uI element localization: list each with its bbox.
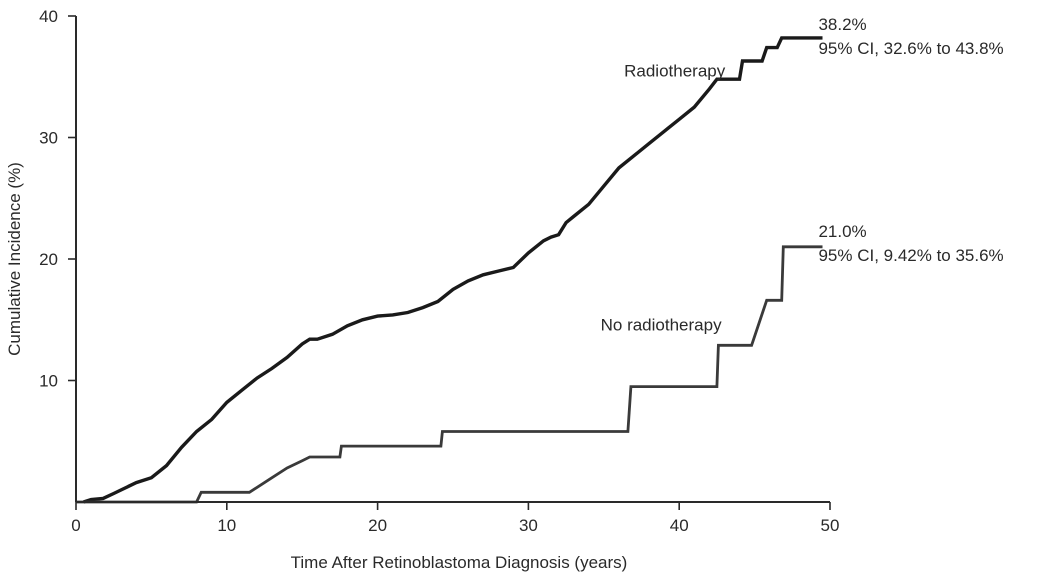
x-axis-title: Time After Retinoblastoma Diagnosis (yea… xyxy=(291,553,628,572)
y-axis-title: Cumulative Incidence (%) xyxy=(5,162,24,356)
x-tick-label-50: 50 xyxy=(821,516,840,535)
x-tick-label-40: 40 xyxy=(670,516,689,535)
x-tick-label-10: 10 xyxy=(217,516,236,535)
y-tick-label-20: 20 xyxy=(39,250,58,269)
radiotherapy-end-value: 38.2% xyxy=(818,15,866,34)
radiotherapy-confidence-interval: 95% CI, 32.6% to 43.8% xyxy=(818,39,1003,58)
y-tick-label-30: 30 xyxy=(39,129,58,148)
no-radiotherapy-line xyxy=(76,245,823,504)
no-radiotherapy-confidence-interval: 95% CI, 9.42% to 35.6% xyxy=(818,246,1003,265)
x-tick-label-30: 30 xyxy=(519,516,538,535)
x-tick-label-20: 20 xyxy=(368,516,387,535)
x-tick-label-0: 0 xyxy=(71,516,80,535)
y-ticks: 10 20 30 40 xyxy=(39,7,76,391)
plot-area: 0 10 20 30 40 50 10 20 30 40 xyxy=(39,7,839,535)
radiotherapy-series-label: Radiotherapy xyxy=(624,62,726,81)
radiotherapy-line xyxy=(82,36,823,504)
no-radiotherapy-end-value: 21.0% xyxy=(818,222,866,241)
y-tick-label-10: 10 xyxy=(39,372,58,391)
series-group xyxy=(76,36,823,504)
x-ticks: 0 10 20 30 40 50 xyxy=(71,502,839,535)
no-radiotherapy-series-label: No radiotherapy xyxy=(601,316,722,335)
y-tick-label-40: 40 xyxy=(39,7,58,26)
